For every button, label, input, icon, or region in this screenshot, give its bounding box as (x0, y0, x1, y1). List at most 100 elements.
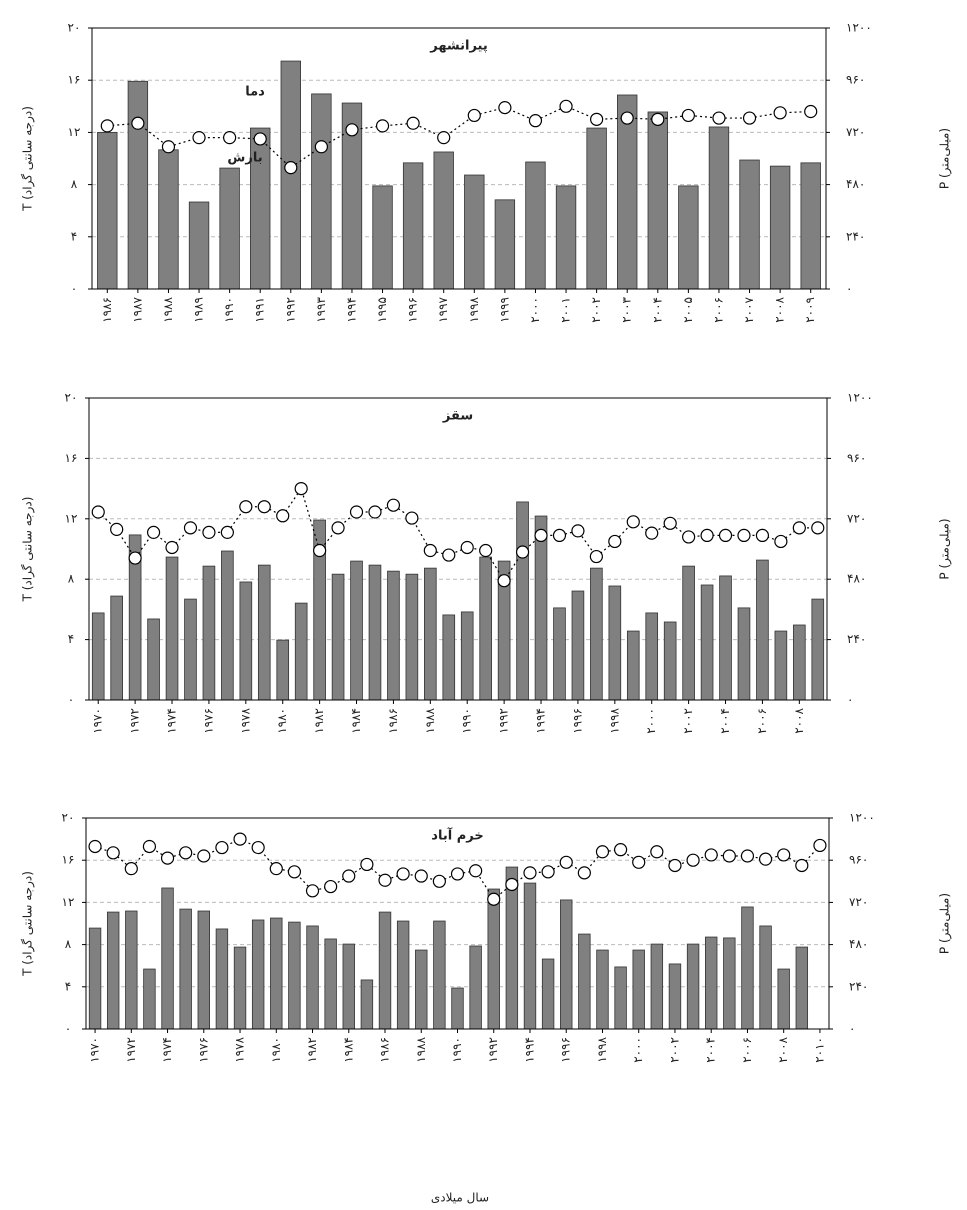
bar (378, 911, 392, 1030)
bar (280, 60, 301, 290)
x-tick-label: ۱۹۸۶ (378, 1037, 392, 1063)
line-marker (314, 140, 328, 154)
bar (125, 910, 138, 1030)
y2-tick-label: ۴۸۰ (846, 177, 865, 191)
x-tick-label: ۲۰۰۸ (792, 707, 806, 733)
x-tick-label: ۲۰۰۲ (667, 1037, 681, 1063)
bar (793, 624, 806, 701)
line-marker (632, 855, 646, 869)
bar (487, 888, 500, 1030)
y2-tick-label: ۰ (849, 1022, 855, 1036)
y2-tick-label: ۴۸۰ (847, 572, 866, 586)
y-tick-label: ۱۲ (68, 125, 81, 139)
line-marker (192, 131, 206, 145)
line-marker (534, 528, 548, 543)
bar (505, 866, 519, 1030)
bar (700, 584, 714, 701)
line-marker (406, 116, 420, 130)
x-tick-label: ۲۰۰۸ (776, 1036, 790, 1062)
y-tick-label: ۸ (71, 177, 78, 191)
y2-tick-label: ۷۲۰ (846, 125, 865, 139)
x-tick-label: ۱۹۹۰ (460, 708, 474, 734)
line-marker (345, 123, 359, 137)
x-tick-label: ۲۰۰۷ (742, 296, 756, 322)
line-marker (608, 534, 622, 549)
line-marker (160, 851, 175, 865)
chart-panel: ۰ ۴ ۸ ۱۲ ۱۶ ۲۰ ۰ ۲۴۰ ۴۸۰ ۷۲۰ ۹۶۰ ۱۲۰۰ ۱۹۷۰ ۱۹۷۲ ۱۹۷۴ ۱۹… (21, 811, 953, 1205)
bar (106, 911, 120, 1030)
line-marker (541, 865, 555, 879)
x-tick-label: ۱۹۷۲ (124, 1037, 138, 1063)
bar (331, 573, 345, 701)
y-axis-title: T (درجه سانتی گراد) (21, 871, 36, 977)
line-marker (704, 848, 718, 862)
line-marker (742, 111, 757, 125)
y-tick-label: ۱۶ (68, 73, 81, 87)
line-marker (740, 849, 755, 863)
y-tick-label: ۲۰ (65, 391, 78, 405)
line-marker (88, 839, 102, 854)
bar (737, 607, 751, 701)
y2-tick-label: ۲۴۰ (847, 632, 866, 646)
bar (306, 925, 319, 1030)
x-tick-label: ۱۹۷۲ (128, 708, 142, 734)
line-marker (253, 132, 267, 146)
y2-tick-label: ۹۶۰ (847, 451, 866, 465)
x-tick-label: ۲۰۰۱ (559, 297, 573, 323)
x-axis-title: سال میلادی (431, 1191, 489, 1205)
bar (626, 630, 640, 701)
line-marker (681, 108, 695, 123)
x-tick-label: ۲۰۰۴ (650, 297, 664, 323)
bar (682, 565, 695, 701)
x-tick-label: ۲۰۰۶ (755, 708, 769, 734)
line-marker (128, 551, 142, 565)
x-tick-label: ۱۹۸۶ (100, 297, 114, 323)
line-marker (239, 500, 253, 514)
line-marker (595, 845, 610, 859)
line-marker (106, 846, 120, 860)
line-marker (396, 867, 410, 881)
x-tick-label: ۱۹۹۸ (607, 707, 621, 733)
x-tick-label: ۱۹۸۹ (192, 297, 206, 323)
bar (179, 908, 192, 1030)
line-marker (498, 101, 512, 115)
x-tick-label: ۱۹۸۲ (312, 708, 326, 734)
line-marker (460, 540, 474, 555)
line-marker (620, 111, 634, 125)
bar (479, 556, 492, 701)
x-tick-label: ۱۹۹۶ (406, 297, 420, 323)
bar (774, 630, 788, 701)
bar (158, 149, 179, 290)
bar (451, 987, 464, 1030)
bar (127, 80, 149, 290)
y2-tick-label: ۱۲۰۰ (846, 21, 872, 35)
line-marker (668, 858, 682, 873)
bar (469, 945, 482, 1030)
y-tick-label: ۰ (65, 1022, 71, 1036)
line-marker (811, 521, 825, 535)
line-marker (432, 874, 446, 888)
x-tick-label: ۱۹۸۸ (161, 296, 175, 322)
chart-title: پیرانشهر (429, 39, 488, 54)
x-tick-label: ۱۹۸۸ (423, 707, 437, 733)
line-marker (284, 161, 298, 175)
bar (777, 968, 790, 1030)
line-marker (423, 543, 437, 558)
bar (719, 575, 732, 701)
line-marker (505, 877, 519, 892)
x-tick-label: ۱۹۹۸ (595, 1036, 609, 1062)
bar (233, 946, 247, 1030)
bar (257, 564, 271, 701)
line-marker (515, 545, 530, 559)
bar (424, 567, 437, 701)
x-tick-label: ۱۹۷۰ (88, 1037, 102, 1063)
bar (442, 614, 456, 701)
line-marker (405, 511, 419, 525)
bar (396, 920, 410, 1030)
bar (110, 595, 123, 701)
line-marker (450, 867, 465, 881)
bar (632, 949, 645, 1030)
x-tick-label: ۲۰۰۴ (704, 1037, 718, 1063)
line-marker (479, 543, 493, 558)
